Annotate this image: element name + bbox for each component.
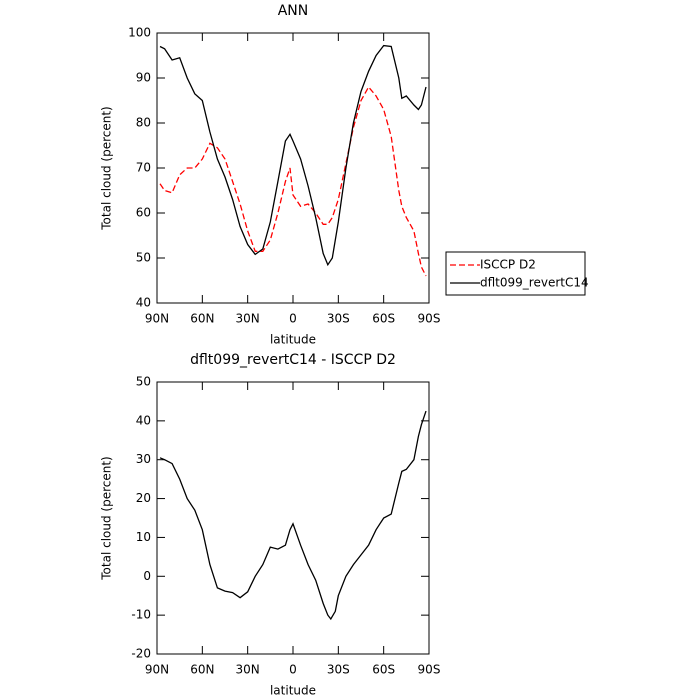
y-tick-label: 90 <box>136 71 151 85</box>
plot-frame <box>156 32 430 304</box>
x-tick-label: 90N <box>145 312 169 326</box>
x-tick-label: 30S <box>327 312 350 326</box>
x-tick-label: 90S <box>418 312 441 326</box>
y-tick-label: 10 <box>136 530 151 544</box>
y-axis-label: Total cloud (percent) <box>100 456 114 580</box>
legend-label: ISCCP D2 <box>480 258 536 272</box>
x-axis-label: latitude <box>270 333 316 347</box>
x-tick-label: 0 <box>289 312 297 326</box>
y-tick-label: 50 <box>136 251 151 265</box>
y-tick-label: -20 <box>131 647 151 661</box>
legend-box <box>445 251 586 296</box>
y-tick-label: 60 <box>136 206 151 220</box>
x-tick-label: 60S <box>372 312 395 326</box>
x-tick-label: 30S <box>327 663 350 677</box>
y-tick-label: 20 <box>136 491 151 505</box>
chart-title: ANN <box>278 3 309 19</box>
x-tick-label: 90N <box>145 663 169 677</box>
y-tick-label: 100 <box>128 26 151 40</box>
y-tick-label: 50 <box>136 375 151 389</box>
y-tick-label: 70 <box>136 161 151 175</box>
x-tick-label: 90S <box>418 663 441 677</box>
x-tick-label: 0 <box>289 663 297 677</box>
x-tick-label: 60N <box>190 663 214 677</box>
x-tick-label: 60S <box>372 663 395 677</box>
y-tick-label: 40 <box>136 413 151 427</box>
series-line <box>159 44 427 267</box>
y-tick-label: 0 <box>143 569 151 583</box>
x-axis-label: latitude <box>270 684 316 698</box>
series-line <box>159 85 427 277</box>
y-axis-label: Total cloud (percent) <box>100 106 114 230</box>
x-tick-label: 30N <box>236 312 260 326</box>
legend-label: dflt099_revertC14 <box>480 276 589 290</box>
x-tick-label: 30N <box>236 663 260 677</box>
x-tick-label: 60N <box>190 312 214 326</box>
series-line <box>159 410 427 621</box>
y-tick-label: 30 <box>136 452 151 466</box>
y-tick-label: 40 <box>136 296 151 310</box>
y-tick-label: -10 <box>131 608 151 622</box>
y-tick-label: 80 <box>136 116 151 130</box>
chart-title: dflt099_revertC14 - ISCCP D2 <box>190 352 396 368</box>
